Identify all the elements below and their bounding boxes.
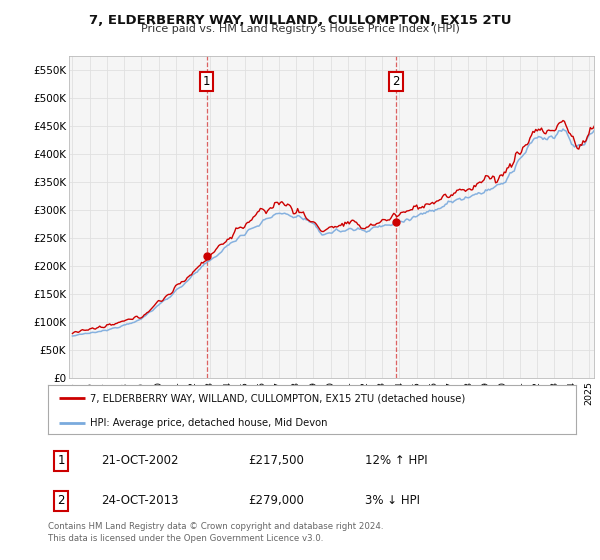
Text: 21-OCT-2002: 21-OCT-2002	[101, 454, 178, 467]
Text: Contains HM Land Registry data © Crown copyright and database right 2024.
This d: Contains HM Land Registry data © Crown c…	[48, 522, 383, 543]
Text: 7, ELDERBERRY WAY, WILLAND, CULLOMPTON, EX15 2TU: 7, ELDERBERRY WAY, WILLAND, CULLOMPTON, …	[89, 14, 511, 27]
Text: £217,500: £217,500	[248, 454, 305, 467]
Text: 12% ↑ HPI: 12% ↑ HPI	[365, 454, 427, 467]
Text: 7, ELDERBERRY WAY, WILLAND, CULLOMPTON, EX15 2TU (detached house): 7, ELDERBERRY WAY, WILLAND, CULLOMPTON, …	[90, 393, 466, 403]
Text: 2: 2	[58, 494, 65, 507]
Text: 1: 1	[58, 454, 65, 467]
Text: 2: 2	[392, 74, 400, 88]
Text: 24-OCT-2013: 24-OCT-2013	[101, 494, 178, 507]
Text: Price paid vs. HM Land Registry's House Price Index (HPI): Price paid vs. HM Land Registry's House …	[140, 24, 460, 34]
Text: HPI: Average price, detached house, Mid Devon: HPI: Average price, detached house, Mid …	[90, 418, 328, 428]
Text: £279,000: £279,000	[248, 494, 305, 507]
Text: 3% ↓ HPI: 3% ↓ HPI	[365, 494, 420, 507]
Text: 1: 1	[203, 74, 211, 88]
